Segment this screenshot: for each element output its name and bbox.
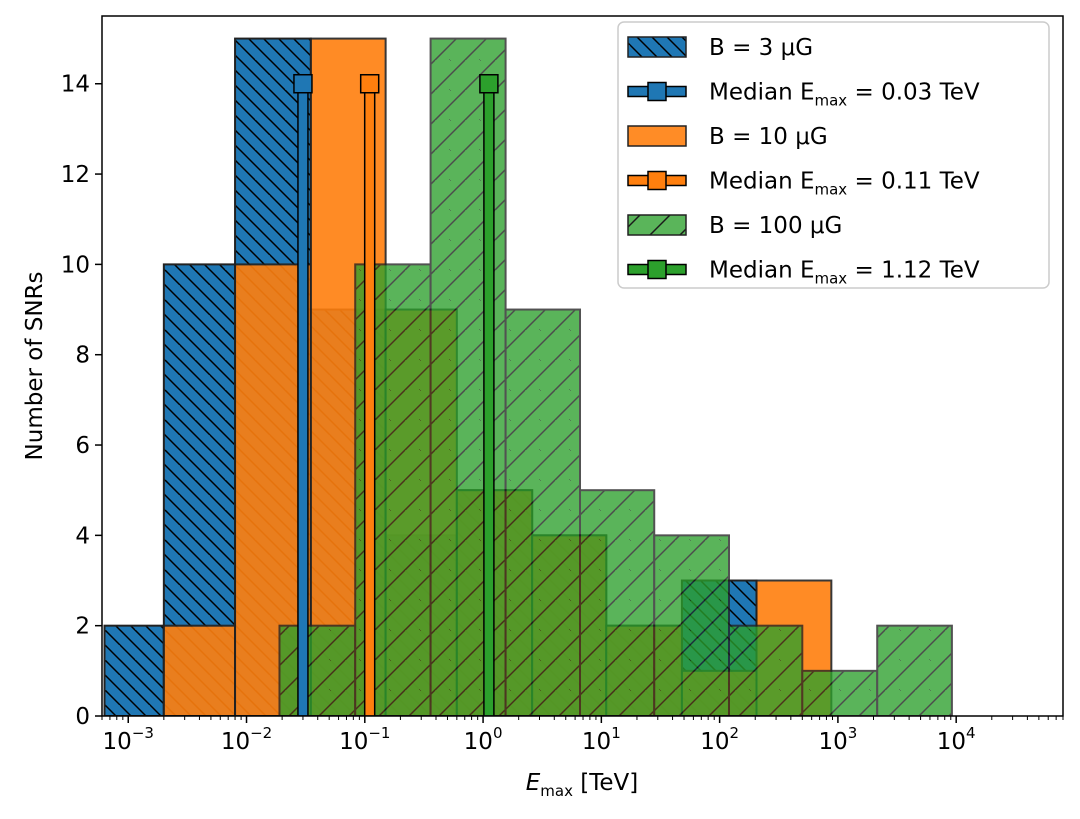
legend-label-2: B = 10 μG bbox=[709, 124, 828, 150]
plot-area bbox=[103, 37, 953, 716]
legend-frame bbox=[617, 21, 1050, 289]
x-tick-label-2: 10−2 bbox=[221, 724, 272, 755]
series-3-bar-hatch-9 bbox=[877, 625, 952, 716]
series-2-bar-1 bbox=[163, 625, 236, 716]
series-3-bar-hatch-7 bbox=[728, 625, 803, 716]
x-tick-label-4: 100 bbox=[464, 724, 503, 755]
x-tick-label-3: 10−1 bbox=[339, 724, 390, 755]
legend-label-3: B = 100 μG bbox=[709, 213, 842, 239]
legend-median-entry-1: Median Emax = 0.03 TeV bbox=[627, 80, 980, 110]
y-axis: 0 2 4 6 8 10 12 14 bbox=[61, 72, 102, 730]
legend-label-1: B = 3 μG bbox=[709, 35, 813, 61]
plot-frame bbox=[101, 15, 1064, 717]
series-3-bar-hatch-5 bbox=[580, 490, 655, 716]
legend-median-label-1: Median Emax = 0.03 TeV bbox=[709, 80, 980, 110]
x-axis-title-unit: [TeV] bbox=[573, 770, 638, 796]
x-axis-title: Emax [TeV] bbox=[526, 770, 639, 800]
median-line-3 bbox=[483, 82, 495, 716]
legend-swatch-hatch-3 bbox=[628, 215, 686, 235]
legend-entry-3: B = 100 μG bbox=[627, 213, 842, 239]
x-tick-label-1: 10−3 bbox=[103, 724, 154, 755]
x-tick-label-5: 101 bbox=[582, 724, 621, 755]
legend-median-entry-3: Median Emax = 1.12 TeV bbox=[627, 258, 980, 288]
y-axis-title: Number of SNRs bbox=[22, 272, 48, 461]
median-square-2 bbox=[359, 73, 380, 94]
x-tick-label-8: 104 bbox=[937, 724, 976, 755]
y-tick-label-8: 14 bbox=[61, 72, 90, 98]
x-axis-title-sub: max bbox=[540, 782, 573, 800]
legend-swatch-edge-1 bbox=[627, 36, 687, 58]
legend-entry-2: B = 10 μG bbox=[627, 124, 828, 150]
legend-median-square-3 bbox=[647, 259, 667, 280]
legend-swatch-hatch-1 bbox=[628, 37, 686, 57]
median-line-2 bbox=[363, 82, 376, 716]
y-tick-label-4: 6 bbox=[75, 433, 90, 459]
legend-median-entry-2: Median Emax = 0.11 TeV bbox=[627, 169, 980, 199]
median-square-1 bbox=[293, 73, 313, 94]
series-3-bar-hatch-6 bbox=[654, 535, 729, 716]
legend-median-label-2: Median Emax = 0.11 TeV bbox=[709, 169, 980, 199]
legend-median-square-1 bbox=[647, 81, 667, 102]
y-tick-label-3: 4 bbox=[75, 523, 90, 549]
legend-median-label-3: Median Emax = 1.12 TeV bbox=[709, 258, 980, 288]
series-3-bar-edge-9 bbox=[876, 624, 953, 716]
legend-swatch-edge-2 bbox=[627, 125, 687, 147]
y-tick-label-1: 0 bbox=[75, 704, 90, 730]
median-line-1 bbox=[297, 82, 309, 716]
y-tick-label-7: 12 bbox=[61, 162, 90, 188]
median-square-3 bbox=[479, 73, 499, 94]
legend-entry-1: B = 3 μG bbox=[627, 35, 813, 61]
series-1-bar-hatch-1 bbox=[104, 625, 164, 716]
x-tick-label-6: 102 bbox=[700, 724, 739, 755]
y-tick-label-2: 2 bbox=[75, 614, 90, 640]
legend-swatch-2 bbox=[628, 126, 686, 146]
series-3-bar-hatch-4 bbox=[505, 309, 581, 716]
series-3-bar-hatch-8 bbox=[802, 670, 878, 716]
legend: B = 3 μG Median Emax = 0.03 TeV B = 10 μG M… bbox=[617, 21, 1050, 289]
legend-swatch-edge-3 bbox=[627, 214, 687, 236]
x-axis: 10−3 10−2 10−1 100 101 102 103 104 bbox=[101, 716, 1064, 755]
x-axis-title-main: E bbox=[526, 770, 541, 796]
y-tick-label-6: 10 bbox=[61, 252, 90, 278]
x-tick-label-7: 103 bbox=[818, 724, 857, 755]
legend-median-square-2 bbox=[647, 170, 667, 191]
y-tick-label-5: 8 bbox=[75, 343, 90, 369]
series-3-bar-hatch-1 bbox=[279, 625, 356, 716]
